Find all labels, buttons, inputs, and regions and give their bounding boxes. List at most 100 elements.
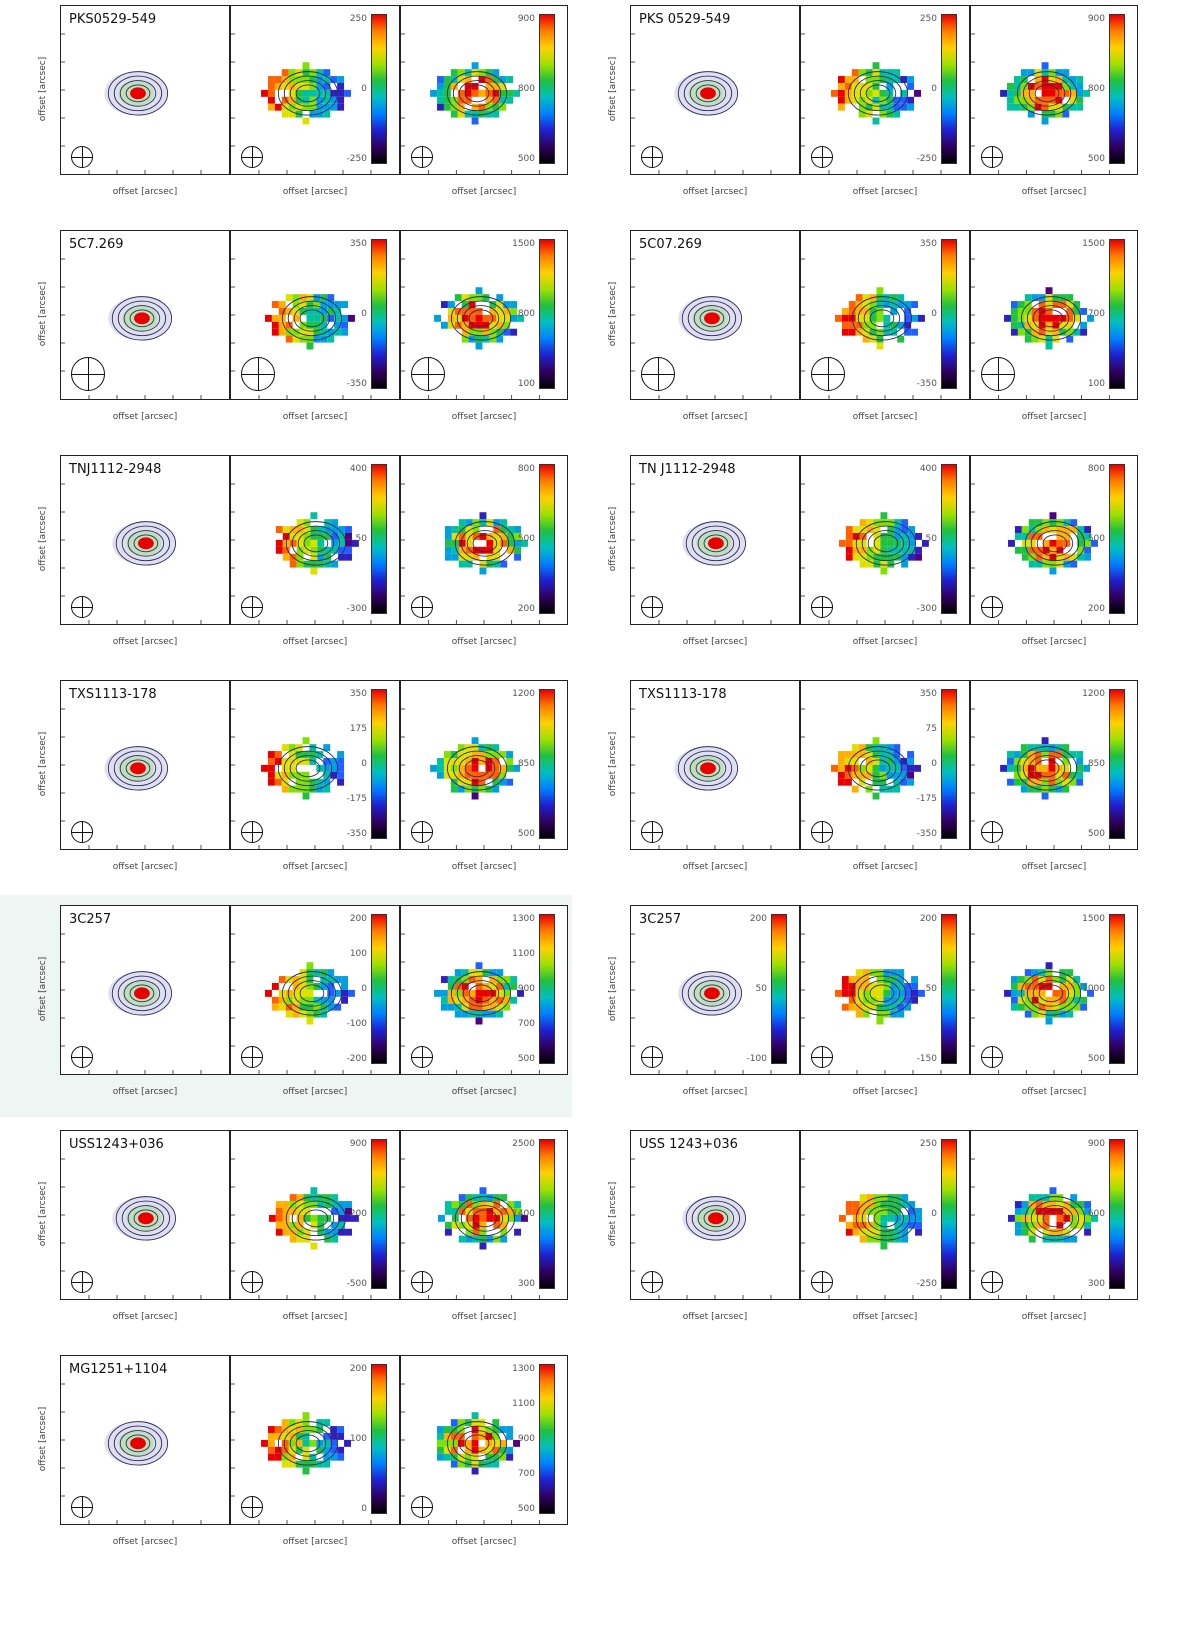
colorbar-tick-label: 350 xyxy=(919,239,937,249)
source-name: TN J1112-2948 xyxy=(639,462,736,477)
right-row4-panel1: TXS1113-178 xyxy=(630,680,800,850)
colorbar-tick-label: -175 xyxy=(916,794,937,804)
colorbar-tick-label: 1500 xyxy=(1082,914,1105,924)
colorbar xyxy=(1109,14,1125,164)
beam-icon xyxy=(411,146,433,168)
map-canvas xyxy=(971,1158,1110,1299)
left-row2-panel3: 1500 800 100 xyxy=(400,230,568,400)
colorbar-tick-label: 500 xyxy=(1087,1054,1105,1064)
colorbar xyxy=(1109,689,1125,839)
colorbar-tick-label: 800 xyxy=(1087,464,1105,474)
beam-icon xyxy=(71,146,93,168)
map-canvas xyxy=(801,258,942,399)
colorbar-tick-label: -175 xyxy=(346,794,367,804)
map-canvas xyxy=(401,933,540,1074)
x-axis-label: offset [arcsec] xyxy=(852,412,918,422)
colorbar-tick-label: 900 xyxy=(1087,14,1105,24)
colorbar-tick-label: 900 xyxy=(349,1139,367,1149)
colorbar xyxy=(539,464,555,614)
x-axis-label: offset [arcsec] xyxy=(1021,187,1087,197)
map-canvas xyxy=(631,258,772,399)
beam-icon xyxy=(241,1271,263,1293)
colorbar-tick-label: 100 xyxy=(349,1434,367,1444)
beam-icon xyxy=(71,1271,93,1293)
right-row5-panel2: 200 50 -150 xyxy=(800,905,970,1075)
colorbar-tick-label: -150 xyxy=(916,1054,937,1064)
colorbar-tick-label: 800 xyxy=(517,84,535,94)
x-axis-label: offset [arcsec] xyxy=(852,862,918,872)
colorbar xyxy=(539,914,555,1064)
y-axis-label: offset [arcsec] xyxy=(608,1181,618,1247)
x-axis-label: offset [arcsec] xyxy=(451,412,517,422)
y-axis-label: offset [arcsec] xyxy=(38,1406,48,1472)
y-axis-label: offset [arcsec] xyxy=(38,1181,48,1247)
x-axis-label: offset [arcsec] xyxy=(112,1087,178,1097)
map-canvas xyxy=(631,933,772,1074)
colorbar-tick-label: 100 xyxy=(517,379,535,389)
x-axis-label: offset [arcsec] xyxy=(282,1087,348,1097)
colorbar-tick-label: -300 xyxy=(346,604,367,614)
beam-icon xyxy=(811,357,845,391)
beam-icon xyxy=(411,821,433,843)
y-axis-label: offset [arcsec] xyxy=(38,731,48,797)
colorbar-tick-label: 200 xyxy=(749,914,767,924)
left-row2-panel1: 5C7.269 xyxy=(60,230,230,400)
x-axis-label: offset [arcsec] xyxy=(451,637,517,647)
beam-icon xyxy=(71,357,105,391)
map-canvas xyxy=(631,33,772,174)
colorbar xyxy=(539,1364,555,1514)
source-name: PKS0529-549 xyxy=(69,12,157,27)
right-row6-panel1: USS 1243+036 xyxy=(630,1130,800,1300)
left-row6-panel1: USS1243+036 xyxy=(60,1130,230,1300)
map-canvas xyxy=(971,483,1110,624)
left-row6-panel2: 900 200 -500 xyxy=(230,1130,400,1300)
x-axis-label: offset [arcsec] xyxy=(282,412,348,422)
colorbar-tick-label: 0 xyxy=(361,309,367,319)
colorbar-tick-label: 0 xyxy=(361,1504,367,1514)
beam-icon xyxy=(71,1496,93,1518)
map-canvas xyxy=(231,708,372,849)
map-canvas xyxy=(61,1158,202,1299)
colorbar-tick-label: 1100 xyxy=(512,949,535,959)
left-row3-panel2: 400 50 -300 xyxy=(230,455,400,625)
colorbar-tick-label: 500 xyxy=(1087,534,1105,544)
x-axis-label: offset [arcsec] xyxy=(682,862,748,872)
colorbar-tick-label: 900 xyxy=(517,984,535,994)
colorbar-tick-label: 300 xyxy=(517,1279,535,1289)
right-row2-panel1: 5C07.269 xyxy=(630,230,800,400)
beam-icon xyxy=(641,146,663,168)
y-axis-label: offset [arcsec] xyxy=(38,956,48,1022)
y-axis-label: offset [arcsec] xyxy=(608,56,618,122)
colorbar-tick-label: 800 xyxy=(517,309,535,319)
left-row7-panel2: 200 100 0 xyxy=(230,1355,400,1525)
map-canvas xyxy=(801,483,942,624)
x-axis-label: offset [arcsec] xyxy=(282,1537,348,1547)
map-canvas xyxy=(401,1383,540,1524)
left-row5-panel2: 200 100 0 -100 -200 xyxy=(230,905,400,1075)
right-row1-panel1: PKS 0529-549 xyxy=(630,5,800,175)
colorbar-tick-label: 0 xyxy=(931,84,937,94)
left-row2-panel2: 350 0 -350 xyxy=(230,230,400,400)
colorbar-tick-label: 500 xyxy=(1087,154,1105,164)
x-axis-label: offset [arcsec] xyxy=(1021,1312,1087,1322)
beam-icon xyxy=(411,1271,433,1293)
colorbar xyxy=(1109,1139,1125,1289)
map-canvas xyxy=(631,708,772,849)
map-canvas xyxy=(401,258,540,399)
beam-icon xyxy=(241,821,263,843)
beam-icon xyxy=(811,146,833,168)
beam-icon xyxy=(811,821,833,843)
beam-icon xyxy=(71,1046,93,1068)
beam-icon xyxy=(411,596,433,618)
left-row5-panel3: 1300 1100 900 700 500 xyxy=(400,905,568,1075)
source-name: 5C7.269 xyxy=(69,237,124,252)
map-canvas xyxy=(231,1383,372,1524)
beam-icon xyxy=(241,1046,263,1068)
colorbar-tick-label: 50 xyxy=(925,984,937,994)
right-row3-panel3: 800 500 200 xyxy=(970,455,1138,625)
right-row2-panel3: 1500 700 100 xyxy=(970,230,1138,400)
left-row3-panel3: 800 500 200 xyxy=(400,455,568,625)
map-canvas xyxy=(61,708,202,849)
left-row6-panel3: 2500 1400 300 xyxy=(400,1130,568,1300)
